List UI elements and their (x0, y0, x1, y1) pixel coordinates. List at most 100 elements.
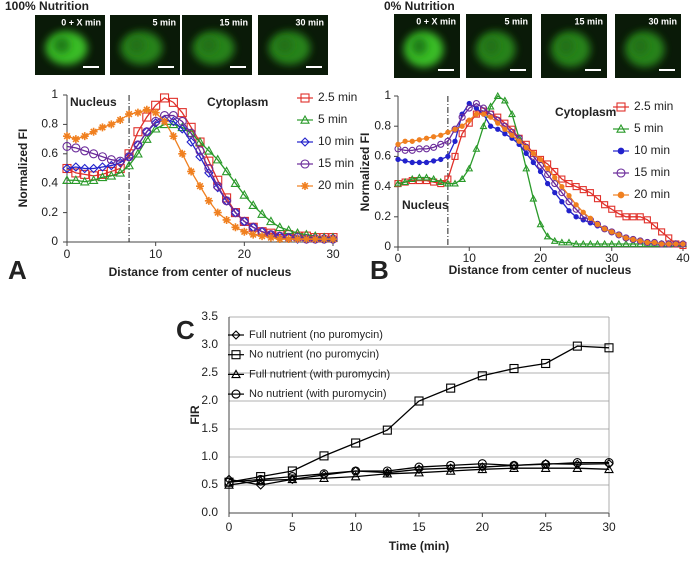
marker (502, 126, 508, 132)
marker (88, 163, 99, 174)
legend-label: 15 min (318, 156, 354, 170)
marker (151, 108, 160, 117)
marker (601, 225, 609, 233)
marker (186, 137, 196, 147)
marker (239, 216, 249, 226)
image-label: 30 min (648, 16, 677, 26)
marker (80, 132, 89, 141)
x-tick-label: 20 (476, 520, 490, 534)
marker (451, 125, 459, 133)
marker (594, 221, 601, 227)
marker (423, 135, 430, 141)
marker (319, 469, 329, 479)
marker (495, 126, 501, 132)
marker (658, 228, 666, 236)
marker (536, 161, 545, 170)
marker (572, 183, 580, 191)
panel-letter: B (370, 255, 389, 285)
y-tick-label: 3.0 (201, 337, 218, 351)
marker (382, 466, 392, 476)
legend-label: 2.5 min (318, 90, 357, 104)
y-tick-label: 2.5 (201, 365, 218, 379)
x-tick-label: 30 (605, 251, 619, 265)
marker (572, 458, 582, 468)
marker (622, 213, 630, 221)
marker (509, 463, 519, 472)
marker (177, 116, 187, 127)
marker (486, 102, 495, 110)
marker (401, 146, 409, 154)
x-axis-label: Distance from center of nucleus (449, 263, 632, 277)
marker (614, 239, 623, 247)
marker (643, 216, 651, 224)
x-axis-label: Distance from center of nucleus (109, 265, 292, 279)
marker (437, 140, 445, 148)
x-tick-label: 40 (676, 251, 690, 265)
marker (509, 132, 515, 138)
y-tick-label: 0.6 (374, 149, 391, 163)
nucleus (558, 37, 575, 55)
marker (320, 235, 329, 244)
marker (329, 235, 337, 244)
marker (186, 128, 196, 138)
marker (452, 138, 458, 144)
marker (465, 104, 473, 112)
marker (106, 170, 117, 180)
marker (529, 194, 538, 202)
marker (62, 175, 72, 185)
marker (71, 135, 80, 144)
annotation: Cytoplasm (555, 105, 616, 119)
marker (551, 167, 559, 176)
marker (608, 228, 616, 236)
marker (258, 232, 267, 241)
y-tick-label: 0.0 (201, 505, 218, 519)
marker (523, 144, 529, 150)
marker (604, 458, 614, 468)
marker (408, 174, 417, 182)
marker (287, 474, 298, 485)
marker (213, 181, 223, 191)
marker (213, 208, 222, 217)
y-tick-label: 1.0 (201, 449, 218, 463)
marker (537, 168, 544, 175)
y-axis-label: Normalized FI (16, 129, 30, 208)
marker (98, 123, 107, 132)
marker (115, 156, 125, 166)
marker (132, 148, 143, 158)
marker (150, 123, 161, 133)
y-axis-label: Normalized FI (358, 133, 372, 212)
x-tick-label: 25 (539, 520, 553, 534)
marker (573, 214, 579, 220)
marker (275, 235, 284, 244)
marker (495, 120, 501, 126)
x-tick-label: 30 (602, 520, 616, 534)
marker (436, 177, 445, 186)
marker (350, 471, 361, 481)
marker (79, 163, 90, 174)
marker (300, 93, 310, 103)
marker (230, 178, 241, 187)
marker (601, 201, 609, 209)
marker (408, 146, 416, 154)
series-line (228, 345, 610, 483)
marker (62, 141, 72, 151)
marker (473, 105, 480, 111)
marker (415, 145, 423, 153)
marker (446, 383, 456, 393)
image-label: 15 min (219, 17, 248, 27)
marker (477, 459, 487, 469)
marker (97, 162, 108, 172)
marker (97, 172, 108, 182)
marker (222, 196, 232, 206)
marker (509, 460, 519, 470)
marker (552, 174, 558, 181)
y-tick-label: 0.2 (41, 205, 58, 219)
marker (212, 154, 223, 164)
marker (451, 152, 459, 160)
marker (438, 132, 444, 138)
marker (133, 127, 143, 137)
marker (224, 479, 234, 489)
marker (458, 174, 467, 182)
marker (79, 176, 90, 186)
marker (544, 170, 552, 179)
